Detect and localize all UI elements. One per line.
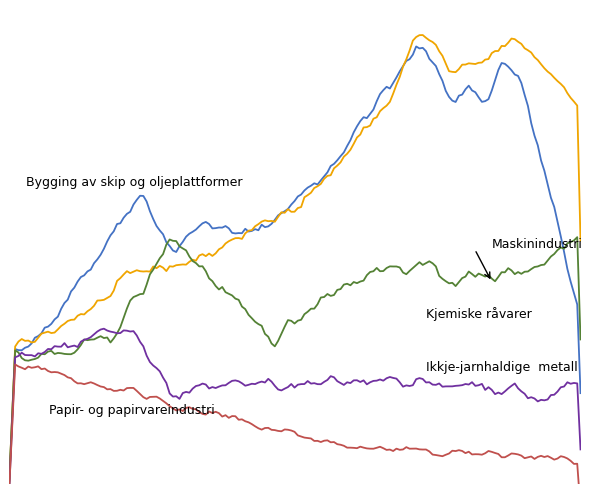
Text: Bygging av skip og oljeplattformer: Bygging av skip og oljeplattformer bbox=[26, 175, 242, 188]
Text: Ikkje-jarnhaldige  metall: Ikkje-jarnhaldige metall bbox=[426, 360, 578, 373]
Text: Papir- og papirvareindustri: Papir- og papirvareindustri bbox=[49, 403, 214, 416]
Text: Kjemiske råvarer: Kjemiske råvarer bbox=[426, 306, 532, 321]
Text: Maskinindustri: Maskinindustri bbox=[492, 238, 583, 250]
